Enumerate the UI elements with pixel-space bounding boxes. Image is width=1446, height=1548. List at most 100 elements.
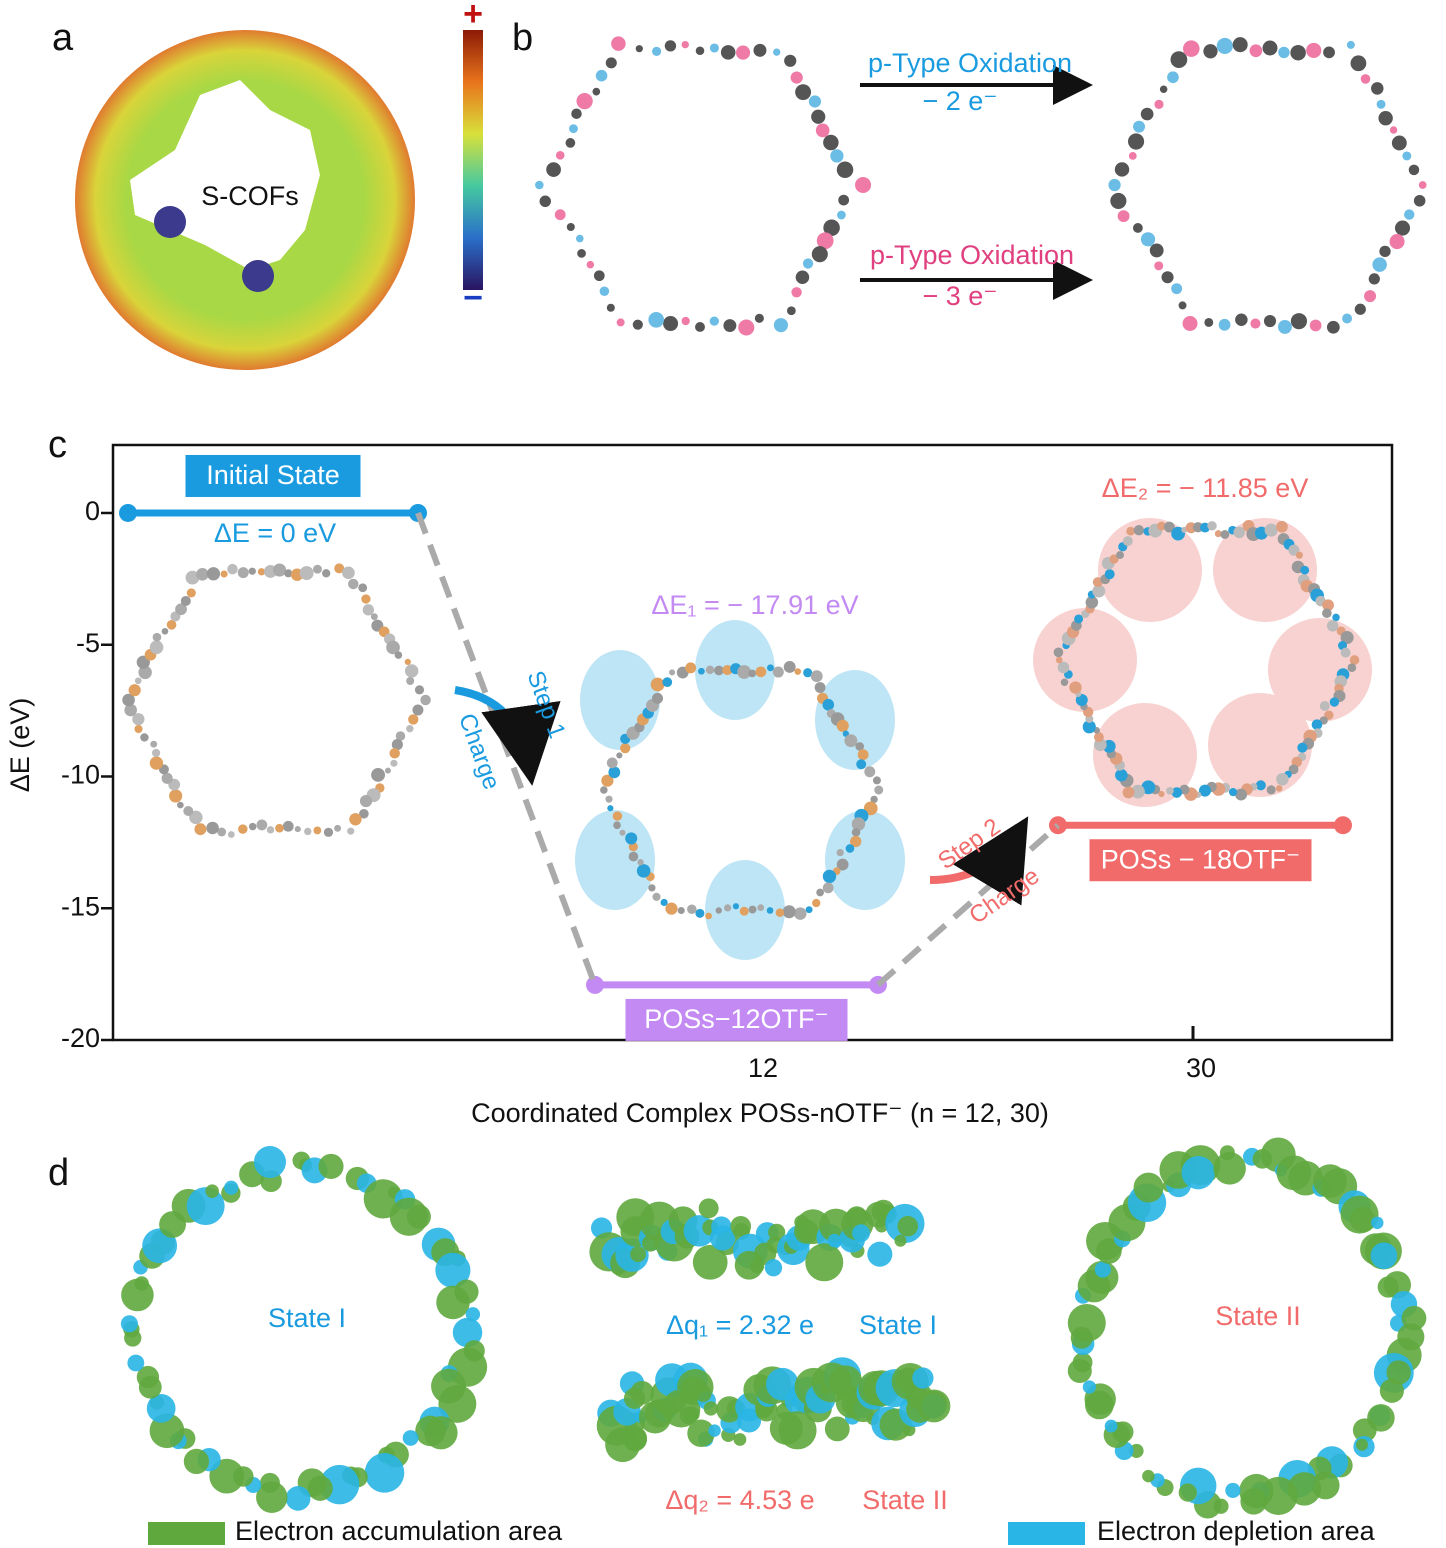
atom (322, 569, 331, 578)
atom (150, 740, 158, 748)
atom (248, 822, 257, 831)
atom (535, 180, 544, 190)
atom (755, 666, 767, 678)
charge-transfer: Δq₁ = 2.32 e (666, 1310, 814, 1340)
atom (359, 808, 369, 819)
atom (186, 588, 196, 598)
atom (810, 670, 823, 683)
atom (601, 774, 614, 787)
isosurface (136, 1365, 160, 1389)
isosurface (406, 1204, 431, 1229)
atom (1154, 99, 1164, 109)
isosurface (465, 1307, 481, 1322)
isosurface (805, 1243, 844, 1282)
atom (722, 664, 733, 676)
level-label: Initial State (206, 460, 340, 490)
atom (812, 898, 821, 908)
atom (238, 824, 248, 834)
isosurface (1181, 1155, 1215, 1190)
isosurface (867, 1241, 893, 1267)
atom (872, 776, 881, 785)
atom (851, 817, 866, 831)
atom (695, 908, 705, 918)
atom (783, 661, 796, 673)
isosurface (694, 1384, 712, 1402)
atom (304, 827, 312, 836)
atom (406, 724, 414, 733)
y-tick-label: -20 (61, 1023, 100, 1053)
state-label: State I (859, 1310, 937, 1340)
atom (1055, 656, 1063, 664)
atom (605, 795, 613, 803)
atom (217, 827, 227, 837)
isosurface (1129, 1443, 1144, 1458)
atom (816, 888, 824, 897)
isosurface (912, 1367, 934, 1389)
atom (206, 821, 219, 835)
atom (606, 303, 615, 312)
isosurface (824, 1416, 850, 1442)
atom (595, 69, 608, 82)
atom (1354, 303, 1366, 315)
isosurface (1067, 1303, 1106, 1342)
isosurface (1352, 1418, 1377, 1443)
atom (836, 719, 849, 732)
atom (1332, 613, 1340, 622)
anion-region (815, 670, 895, 770)
atom (705, 912, 712, 920)
atom (845, 844, 855, 853)
isosurface (630, 1380, 655, 1405)
atom (569, 124, 578, 134)
atom (1326, 320, 1340, 334)
atom (735, 45, 751, 60)
atom (294, 826, 301, 833)
atom (616, 752, 623, 759)
isosurface (436, 1285, 470, 1320)
atom (1093, 732, 1104, 743)
isosurface (917, 1389, 951, 1423)
isosurface (630, 1246, 646, 1263)
atom (1349, 655, 1360, 665)
atom (1178, 301, 1187, 310)
atom (1290, 313, 1308, 330)
isosurface (1082, 1380, 1097, 1394)
isosurface (318, 1153, 344, 1179)
atom (1378, 111, 1393, 126)
isosurface (692, 1244, 728, 1280)
atom (651, 692, 664, 704)
atom (651, 46, 662, 57)
atom (662, 677, 673, 688)
isosurface (778, 1411, 817, 1450)
atom (275, 823, 284, 833)
isosurface (205, 1184, 219, 1198)
atom (177, 801, 184, 809)
level-label: POSs−12OTF⁻ (644, 1004, 829, 1034)
atom (370, 613, 378, 621)
atom (313, 826, 322, 835)
isosurface (120, 1315, 138, 1333)
isosurface (1094, 1261, 1111, 1278)
atom (786, 306, 796, 316)
isosurface (134, 1276, 149, 1291)
connector (415, 511, 598, 986)
isosurface (435, 1252, 471, 1288)
atom (248, 567, 256, 575)
atom (361, 594, 371, 604)
atom (811, 246, 828, 263)
atom (1114, 162, 1130, 177)
atom (628, 851, 639, 862)
atom (811, 109, 826, 124)
y-tick-label: -15 (61, 891, 100, 921)
atom (1182, 316, 1198, 331)
atom (571, 108, 582, 119)
isosurface (438, 1384, 477, 1423)
atom (823, 219, 840, 237)
atom (359, 795, 373, 808)
atom (1170, 51, 1188, 68)
atom (1109, 554, 1119, 564)
atom (738, 319, 755, 336)
atom (1389, 126, 1398, 134)
atom (737, 665, 752, 679)
atom (1408, 164, 1420, 176)
atom (681, 40, 689, 49)
